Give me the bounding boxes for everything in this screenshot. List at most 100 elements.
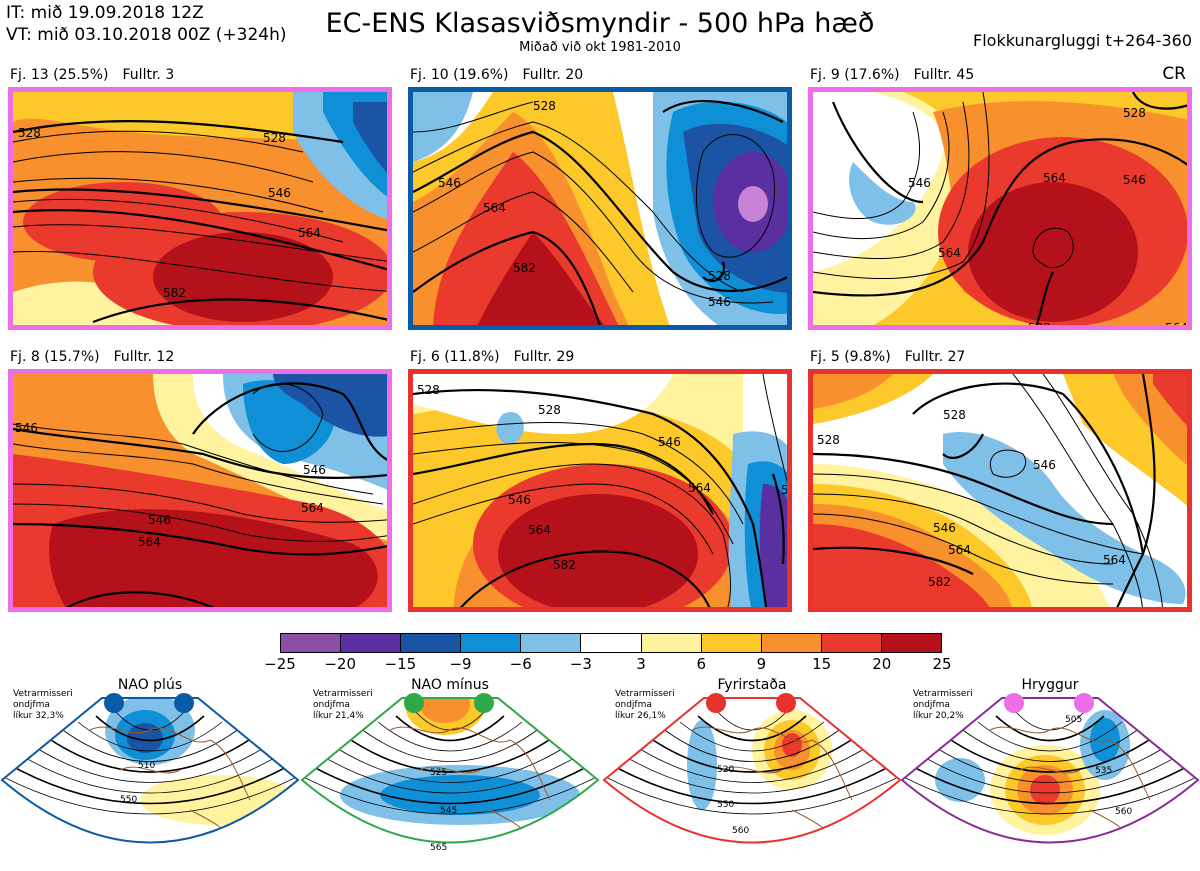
anomaly-shading (1030, 775, 1060, 805)
height-contour (604, 757, 900, 815)
coastline (691, 726, 853, 843)
page-title: EC-ENS Klasasviðsmyndir - 500 hPa hæð (325, 8, 875, 39)
regime-marker-dot (1074, 693, 1094, 713)
contour-label: 582 (513, 261, 536, 275)
regime-note-line: líkur 32,3% (13, 711, 64, 721)
colorbar-tick-label: −25 (264, 655, 296, 673)
header-info: IT: mið 19.09.2018 12Z VT: mið 03.10.201… (6, 2, 287, 46)
classification-window: Flokkunargluggi t+264-360 (973, 31, 1192, 50)
regime-title: Fyrirstaða (717, 677, 787, 693)
height-contour (2, 751, 298, 805)
coastline (89, 726, 251, 843)
contour-label: 546 (708, 295, 731, 309)
colorbar-swatch (761, 634, 822, 652)
height-contour (995, 715, 1105, 742)
cluster-map-2: 528 546 564 582 528 546 (408, 87, 792, 330)
colorbar-tick-label: −6 (509, 655, 532, 673)
height-contour (604, 751, 900, 805)
cluster-map-4: 546 546 564 546 564 (8, 369, 392, 612)
contour-label: 528 (708, 269, 731, 283)
panel-3-cluster: Fj. 9 (17.6%) (810, 67, 900, 83)
colorbar-swatch (701, 634, 762, 652)
regime-marker-dot (474, 693, 494, 713)
regime-map-1: 510 550 (0, 697, 300, 844)
panel-4-member: Fulltr. 12 (113, 349, 175, 365)
height-contour (59, 727, 241, 762)
colorbar-tick-label: −15 (384, 655, 417, 673)
panel-4-cluster: Fj. 8 (15.7%) (10, 349, 100, 365)
anomaly-shading (420, 698, 470, 723)
regime-contour-label: 520 (717, 765, 734, 775)
panel-5-cluster: Fj. 6 (11.8%) (410, 349, 500, 365)
height-contour (905, 745, 1195, 794)
panel-5-label: Fj. 6 (11.8%) Fulltr. 29 (410, 349, 588, 365)
height-contour (977, 721, 1123, 752)
height-contour (377, 721, 523, 752)
regime-outline (300, 697, 600, 844)
contour-label: 582 (928, 575, 951, 589)
regime-note-line: Vetrarmisseri (13, 689, 73, 699)
height-contour (679, 721, 825, 752)
contour-label: 546 (148, 513, 171, 527)
panel-4-label: Fj. 8 (15.7%) Fulltr. 12 (10, 349, 188, 365)
anomaly-shading (1016, 854, 1044, 866)
regime-note-line: líkur 26,1% (615, 711, 666, 721)
colorbar-swatch (881, 634, 942, 652)
page-subtitle: Miðað við okt 1981-2010 (519, 40, 681, 55)
anomaly-shading (380, 775, 540, 815)
panel-3-label: Fj. 9 (17.6%) Fulltr. 45 (810, 67, 988, 83)
regime-contour-label: 550 (717, 800, 734, 810)
panel-6-cluster: Fj. 5 (9.8%) (810, 349, 891, 365)
colorbar-tick-label: 6 (696, 655, 707, 673)
height-contour (902, 751, 1198, 805)
initial-time: IT: mið 19.09.2018 12Z (6, 3, 204, 23)
colorbar-tick-label: −9 (449, 655, 472, 673)
height-contour (643, 733, 861, 773)
cluster-map-6: 528 528 546 546 564 564 582 (808, 369, 1192, 612)
regime-marker-dot (104, 693, 124, 713)
anomaly-shading (140, 775, 298, 825)
height-contour (5, 745, 295, 794)
regime-note-line: líkur 20,2% (913, 711, 964, 721)
regime-probability-note: Vetrarmisseri ondjfma líkur 32,3% (13, 689, 73, 722)
contour-label: 528 (263, 131, 286, 145)
regime-probability-note: Vetrarmisseri ondjfma líkur 26,1% (615, 689, 675, 722)
contour-label: 546 (658, 435, 681, 449)
regime-probability-note: Vetrarmisseri ondjfma líkur 20,2% (913, 689, 973, 722)
colorbar-tick-label: 25 (932, 655, 952, 673)
contour-label: 564 (948, 543, 971, 557)
colorbar-swatch (641, 634, 702, 652)
contour-label: 582 (553, 558, 576, 572)
contour-label: 564 (301, 501, 324, 515)
regime-contour-label: 510 (138, 761, 155, 771)
panel-2-member: Fulltr. 20 (522, 67, 584, 83)
colorbar-swatch (821, 634, 882, 652)
height-contour (302, 757, 598, 815)
contour-label: 546 (438, 176, 461, 190)
regime-outline (602, 697, 902, 844)
cluster-map-5: 528 528 546 546 564 564 582 546 (408, 369, 792, 612)
contour-label: 546 (1123, 173, 1146, 187)
contour-label: 546 (303, 463, 326, 477)
regime-contour-label: 565 (430, 843, 447, 853)
contour-label: 564 (298, 226, 321, 240)
regime-contour-label: 550 (120, 795, 137, 805)
height-contour (395, 715, 505, 742)
contour-label: 564 (688, 481, 711, 495)
colorbar-swatch (461, 634, 522, 652)
regime-contour-label: 505 (1065, 715, 1082, 725)
regime-contour-label: 545 (440, 806, 457, 816)
regime-note-line: ondjfma (615, 700, 652, 710)
panel-6-member: Fulltr. 27 (904, 349, 966, 365)
regime-note-line: Vetrarmisseri (313, 689, 373, 699)
regime-note-line: Vetrarmisseri (913, 689, 973, 699)
regime-marker-dot (404, 693, 424, 713)
regime-contour-label: 535 (1095, 766, 1112, 776)
contour-label: 564 (1165, 321, 1188, 330)
height-contour (941, 733, 1159, 773)
regime-marker-dot (1004, 693, 1024, 713)
contour-label: 546 (508, 493, 531, 507)
cluster-map-1: 528 528 546 564 582 (8, 87, 392, 330)
height-contour (341, 733, 559, 773)
colorbar-tick-label: −3 (569, 655, 592, 673)
